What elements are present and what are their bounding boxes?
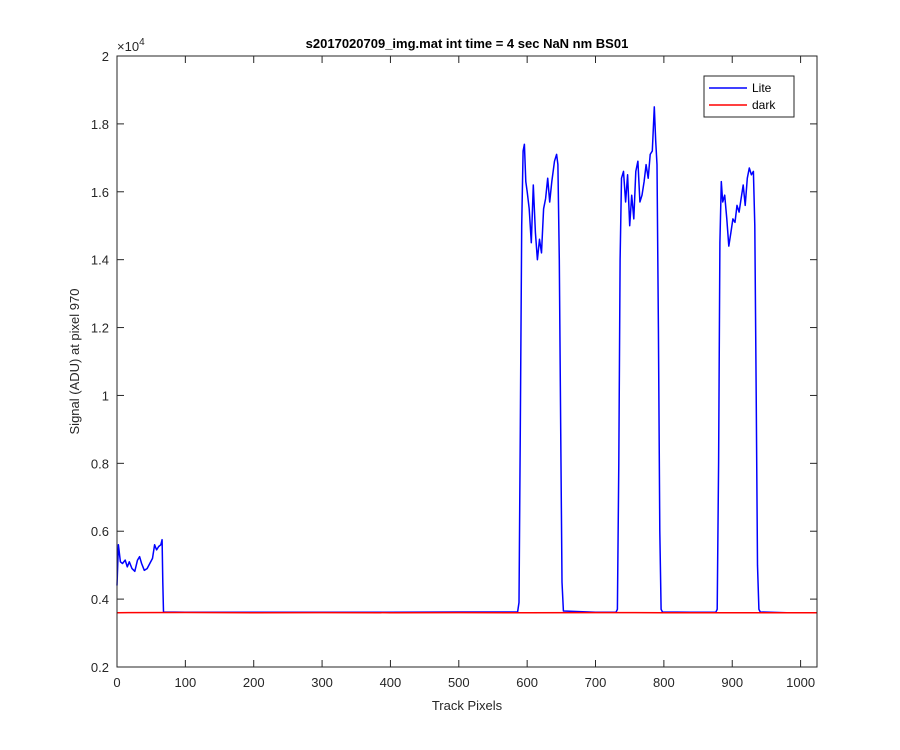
x-tick-label: 200 bbox=[243, 675, 265, 690]
y-tick-label: 1.4 bbox=[91, 253, 109, 268]
legend: Lite dark bbox=[703, 75, 795, 118]
axes-background bbox=[117, 56, 817, 667]
x-tick-label: 600 bbox=[516, 675, 538, 690]
y-tick-label: 0.4 bbox=[91, 592, 109, 607]
y-exponent-label: ×104 bbox=[117, 37, 145, 54]
y-tick-label: 2 bbox=[102, 49, 109, 64]
y-exponent-power: 4 bbox=[139, 37, 145, 48]
axes-frame bbox=[116, 55, 818, 668]
y-tick-label: 1.2 bbox=[91, 321, 109, 336]
x-tick-label: 900 bbox=[721, 675, 743, 690]
legend-label: Lite bbox=[752, 81, 772, 95]
x-tick-label: 800 bbox=[653, 675, 675, 690]
chart-title: s2017020709_img.mat int time = 4 sec NaN… bbox=[306, 36, 629, 51]
x-axis-label: Track Pixels bbox=[432, 698, 503, 713]
x-tick-label: 700 bbox=[585, 675, 607, 690]
x-tick-label: 0 bbox=[113, 675, 120, 690]
y-exponent-base: ×10 bbox=[117, 39, 139, 54]
x-tick-label: 500 bbox=[448, 675, 470, 690]
x-tick-label: 100 bbox=[175, 675, 197, 690]
y-axis-label: Signal (ADU) at pixel 970 bbox=[67, 289, 82, 435]
legend-box bbox=[703, 75, 795, 118]
y-tick-label: 0.6 bbox=[91, 524, 109, 539]
x-axis: 0 100 200 300 400 500 600 700 800 900 1000 bbox=[113, 56, 815, 690]
y-axis: 0.2 0.4 0.6 0.8 1 1.2 1.4 1.6 1.8 2 bbox=[91, 49, 817, 675]
y-tick-label: 0.2 bbox=[91, 660, 109, 675]
y-tick-label: 1.6 bbox=[91, 185, 109, 200]
y-tick-label: 1 bbox=[102, 388, 109, 403]
plot-area bbox=[116, 55, 818, 668]
x-tick-label: 300 bbox=[311, 675, 333, 690]
series-layer bbox=[116, 106, 817, 614]
legend-label: dark bbox=[752, 98, 776, 112]
y-tick-label: 1.8 bbox=[91, 117, 109, 132]
x-tick-label: 1000 bbox=[786, 675, 815, 690]
x-tick-label: 400 bbox=[380, 675, 402, 690]
y-tick-label: 0.8 bbox=[91, 456, 109, 471]
